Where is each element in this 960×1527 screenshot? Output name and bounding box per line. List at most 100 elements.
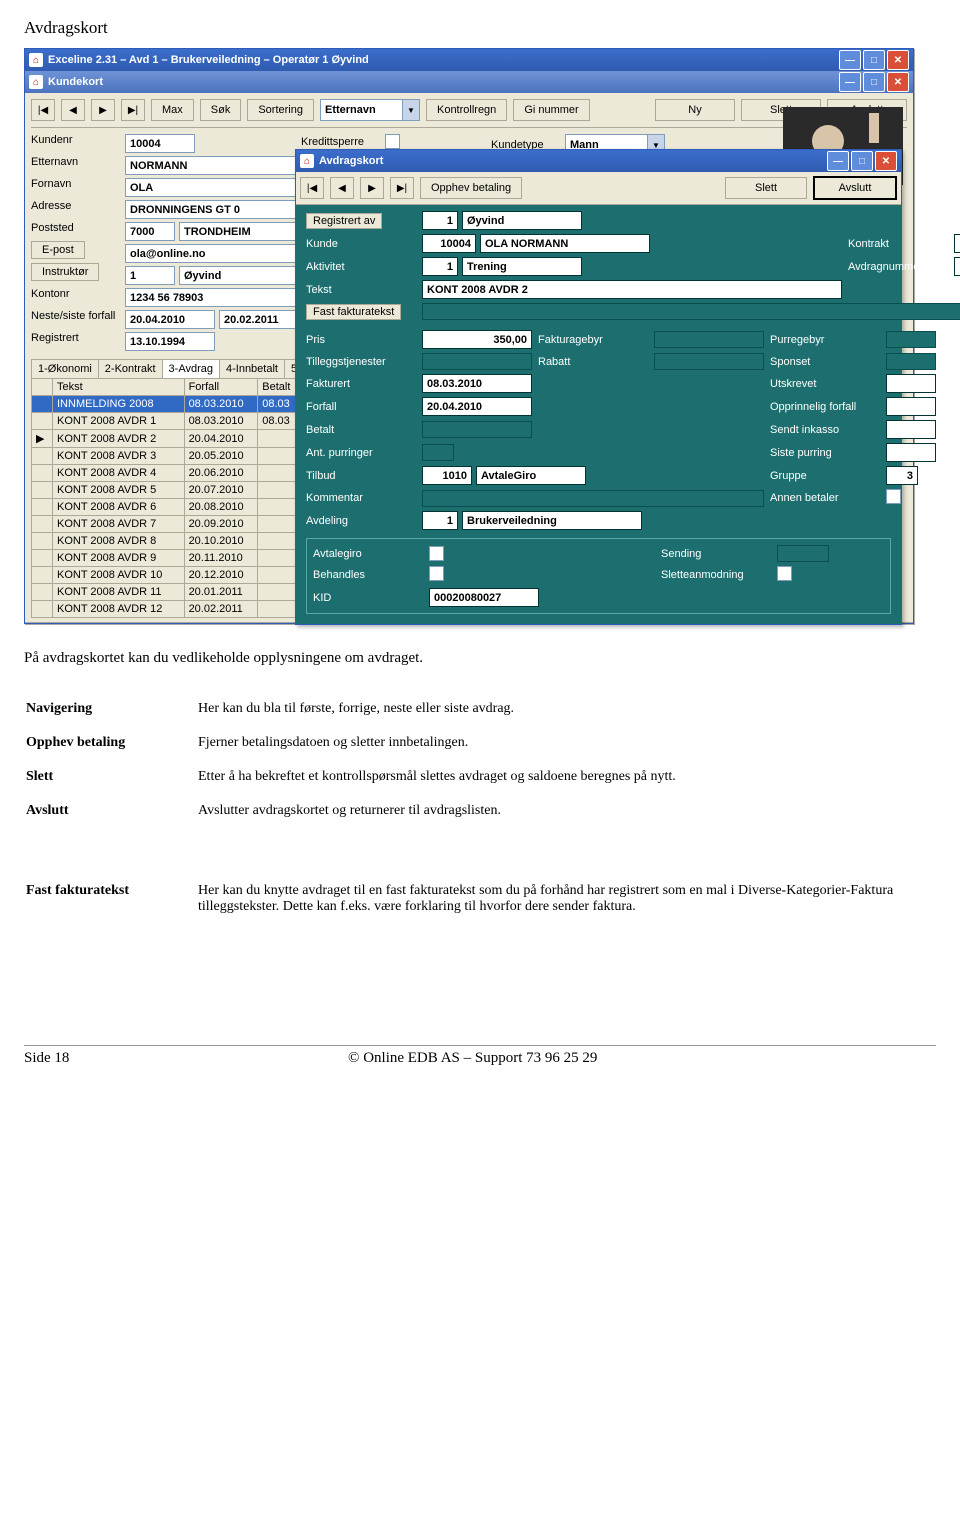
kontrollregn-button[interactable]: Kontrollregn [426,99,507,121]
etternavn-field[interactable]: NORMANN [125,156,309,175]
kredittsperre-checkbox[interactable] [385,134,400,149]
sponset-label: Sponset [770,356,880,368]
kundekort-titlebar: ⌂ Kundekort — □ ✕ [25,71,913,93]
instruktor-button[interactable]: Instruktør [31,263,99,281]
minimize-icon[interactable]: — [839,50,861,70]
table-row[interactable]: KONT 2008 AVDR 1020.12.2010 [32,567,301,584]
fakturert-field[interactable]: 08.03.2010 [422,374,532,393]
avdragnummer-field[interactable]: 2 [954,257,960,276]
nav-prev-button[interactable]: ◀ [330,177,354,199]
annen-checkbox[interactable] [886,489,901,504]
etternavn-label: Etternavn [31,156,119,175]
behandles-checkbox[interactable] [429,566,444,581]
table-row[interactable]: KONT 2008 AVDR 320.05.2010 [32,448,301,465]
opphev-betaling-button[interactable]: Opphev betaling [420,177,522,199]
kid-field[interactable]: 00020080027 [429,588,539,607]
instruktor-n-field[interactable]: 1 [125,266,175,285]
registrert-av-n[interactable]: 1 [422,211,458,230]
epost-field[interactable]: ola@online.no [125,244,309,263]
bottom-section: Avtalegiro ✓ Sending Behandles Sletteanm… [306,538,891,614]
poststed-field[interactable]: TRONDHEIM [179,222,309,241]
aktivitet-name[interactable]: Trening [462,257,582,276]
kontonr-field[interactable]: 1234 56 78903 [125,288,309,307]
minimize-icon[interactable]: — [839,72,861,92]
table-row[interactable]: KONT 2008 AVDR 920.11.2010 [32,550,301,567]
ny-button[interactable]: Ny [655,99,735,121]
slett-button[interactable]: Slett [725,177,807,199]
table-row[interactable]: INNMELDING 200808.03.201008.03 [32,396,301,413]
tab-kontrakt[interactable]: 2-Kontrakt [98,359,163,378]
maximize-icon[interactable]: □ [863,72,885,92]
sort-button[interactable]: Sortering [247,99,314,121]
avdeling-name[interactable]: Brukerveiledning [462,511,642,530]
maximize-icon[interactable]: □ [863,50,885,70]
maximize-icon[interactable]: □ [851,151,873,171]
max-button[interactable]: Max [151,99,194,121]
epost-button[interactable]: E-post [31,241,85,259]
adresse-field[interactable]: DRONNINGENS GT 0 [125,200,309,219]
def-term: Opphev betaling [26,727,196,759]
app-icon: ⌂ [29,53,43,67]
tekst-field[interactable]: KONT 2008 AVDR 2 [422,280,842,299]
fakturagebyr-label: Fakturagebyr [538,334,648,346]
pris-field[interactable]: 350,00 [422,330,532,349]
registrert-av-button[interactable]: Registrert av [306,213,382,229]
col-tekst[interactable]: Tekst [53,379,185,396]
tilbud-name[interactable]: AvtaleGiro [476,466,586,485]
registrert-av-name[interactable]: Øyvind [462,211,582,230]
table-row[interactable]: KONT 2008 AVDR 420.06.2010 [32,465,301,482]
kundenr-field[interactable]: 10004 [125,134,195,153]
nav-next-button[interactable]: ▶ [91,99,115,121]
footer-left: Side 18 [24,1050,69,1067]
avslutt-button[interactable]: Avslutt [813,176,897,200]
minimize-icon[interactable]: — [827,151,849,171]
gruppe-field[interactable]: 3 [886,466,918,485]
table-row[interactable]: KONT 2008 AVDR 720.09.2010 [32,516,301,533]
fast-fakturatekst-button[interactable]: Fast fakturatekst [306,304,401,320]
neste-forfall-label: Neste/siste forfall [31,310,119,329]
avtalegiro-checkbox[interactable]: ✓ [429,546,444,561]
neste-forfall-a-field[interactable]: 20.04.2010 [125,310,215,329]
close-icon[interactable]: ✕ [875,151,897,171]
kontrakt-field[interactable]: 2008 [954,234,960,253]
tab-avdrag[interactable]: 3-Avdrag [162,359,220,378]
slette-checkbox[interactable] [777,566,792,581]
avdeling-n[interactable]: 1 [422,511,458,530]
sendt-label: Sendt inkasso [770,424,880,436]
search-button[interactable]: Søk [200,99,242,121]
table-row[interactable]: KONT 2008 AVDR 620.08.2010 [32,499,301,516]
nav-first-button[interactable]: |◀ [300,177,324,199]
gi-nummer-button[interactable]: Gi nummer [513,99,589,121]
col-forfall[interactable]: Forfall [184,379,258,396]
table-row[interactable]: KONT 2008 AVDR 1220.02.2011 [32,601,301,618]
fornavn-field[interactable]: OLA [125,178,309,197]
close-icon[interactable]: ✕ [887,50,909,70]
table-row[interactable]: KONT 2008 AVDR 108.03.201008.03 [32,413,301,430]
postnr-field[interactable]: 7000 [125,222,175,241]
tilbud-n[interactable]: 1010 [422,466,472,485]
close-icon[interactable]: ✕ [887,72,909,92]
tab-innbetalt[interactable]: 4-Innbetalt [219,359,285,378]
kunde-n[interactable]: 10004 [422,234,476,253]
sort-select[interactable]: Etternavn ▼ [320,99,420,121]
registrert-field[interactable]: 13.10.1994 [125,332,215,351]
kunde-name[interactable]: OLA NORMANN [480,234,650,253]
table-row[interactable]: KONT 2008 AVDR 520.07.2010 [32,482,301,499]
table-row[interactable]: ▶KONT 2008 AVDR 220.04.2010 [32,430,301,448]
tab-okonomi[interactable]: 1-Økonomi [31,359,99,378]
nav-last-button[interactable]: ▶| [390,177,414,199]
table-row[interactable]: KONT 2008 AVDR 1120.01.2011 [32,584,301,601]
aktivitet-n[interactable]: 1 [422,257,458,276]
instruktor-field[interactable]: Øyvind [179,266,309,285]
fornavn-label: Fornavn [31,178,119,197]
avdeling-label: Avdeling [306,515,416,527]
def-desc: Avslutter avdragskortet og returnerer ti… [198,795,934,827]
nav-prev-button[interactable]: ◀ [61,99,85,121]
nav-last-button[interactable]: ▶| [121,99,145,121]
table-row[interactable]: KONT 2008 AVDR 820.10.2010 [32,533,301,550]
nav-first-button[interactable]: |◀ [31,99,55,121]
avtalegiro-label: Avtalegiro [313,548,423,560]
forfall-field[interactable]: 20.04.2010 [422,397,532,416]
nav-next-button[interactable]: ▶ [360,177,384,199]
def-term: Fast fakturatekst [26,875,196,923]
